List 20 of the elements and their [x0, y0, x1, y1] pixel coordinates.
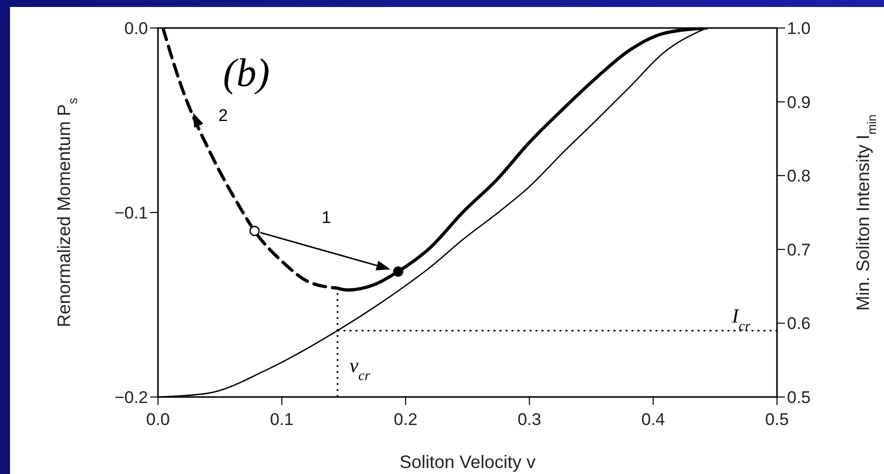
- annotation: (b): [223, 50, 270, 95]
- x-axis-title: Soliton Velocity v: [399, 452, 536, 472]
- y-tick-label: 0.0: [124, 19, 148, 38]
- x-tick-label: 0.5: [765, 410, 789, 430]
- y-tick-label: −0.1: [114, 204, 148, 223]
- x-tick-label: 0.1: [270, 410, 294, 430]
- y2-tick-label: 0.7: [787, 240, 811, 260]
- x-tick-label: 0.2: [394, 410, 418, 430]
- annotation: 2: [218, 106, 228, 125]
- x-tick-label: 0.4: [641, 410, 666, 430]
- y2-tick-label: 0.5: [787, 388, 811, 408]
- x-tick-label: 0.0: [146, 410, 170, 430]
- y2-tick-label: 1.0: [787, 19, 811, 38]
- annotation: 1: [322, 208, 332, 228]
- y2-tick-label: 0.6: [787, 314, 811, 334]
- y-tick-label: −0.2: [114, 388, 148, 408]
- ref-line-label: v$_{cr}$: [350, 355, 371, 384]
- y2-tick-label: 0.8: [787, 166, 811, 186]
- y2-tick-label: 0.9: [787, 92, 811, 112]
- x-tick-label: 0.3: [518, 410, 542, 430]
